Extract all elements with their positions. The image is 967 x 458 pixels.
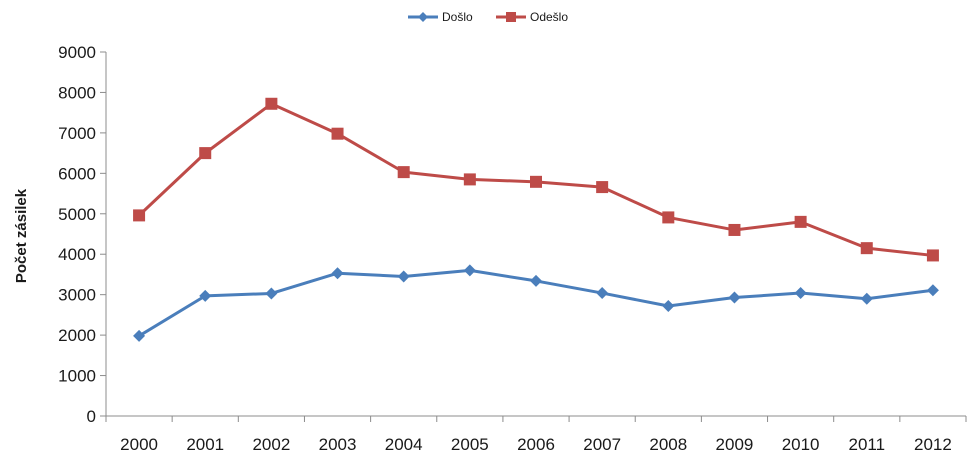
x-axis: 2000 2001 2002 2003 2004 2005 2006 2007 2008 2009… [105,415,967,454]
data-point [728,291,741,304]
data-point [728,223,741,236]
data-point [530,175,542,188]
x-tick-label: 2011 [848,435,885,454]
y-tick-label: 9000 [58,43,96,62]
data-point [860,292,873,305]
x-tick-label: 2006 [517,435,555,454]
x-tick-label: 2005 [451,435,489,454]
data-point [860,242,873,255]
data-point [331,267,344,280]
legend-label: Odešlo [530,10,568,24]
data-point [596,287,609,300]
x-tick-label: 2007 [583,435,621,454]
y-tick-label: 3000 [58,286,96,305]
data-point [397,166,410,179]
y-tick-label: 8000 [58,83,96,102]
x-tick-label: 2003 [319,435,357,454]
y-tick-label: 1000 [58,367,96,386]
x-tick-label: 2004 [385,435,423,454]
y-tick-label: 6000 [58,164,96,183]
data-point [463,264,476,277]
series-layer [133,97,939,342]
legend-item: Odešlo [496,10,568,24]
x-tick-label: 2008 [649,435,687,454]
legend: Došlo Odešlo [408,10,568,24]
y-axis: 0 1000 2000 3000 4000 5000 6000 7000 8000 9000 [58,43,107,426]
y-tick-label: 5000 [58,205,96,224]
x-tick-label: 2010 [782,435,820,454]
y-tick-label: 4000 [58,245,96,264]
data-point [397,270,410,283]
data-point [265,287,278,300]
data-point [926,249,939,262]
y-tick-label: 0 [87,407,96,426]
data-point [596,181,609,194]
data-point [926,284,939,297]
series-1 [133,97,939,262]
data-point [199,289,212,302]
legend-item: Došlo [408,10,473,24]
data-point [199,147,212,160]
x-tick-label: 2002 [252,435,290,454]
legend-marker [506,12,516,22]
x-tick-label: 2012 [914,435,952,454]
data-point [794,215,807,228]
y-tick-label: 7000 [58,124,96,143]
y-tick-label: 2000 [58,326,96,345]
x-tick-label: 2009 [716,435,754,454]
data-point [133,329,146,342]
y-axis-title: Počet zásilek [13,188,30,283]
data-point [133,209,146,222]
data-point [794,287,807,300]
data-point [463,173,476,186]
x-tick-label: 2001 [186,435,224,454]
data-point [530,274,542,287]
data-point [662,299,675,312]
data-point [265,97,278,110]
legend-label: Došlo [442,10,473,24]
data-point [331,127,344,140]
series-0 [133,264,939,342]
data-point [662,211,675,224]
legend-marker [418,12,428,22]
x-tick-label: 2000 [120,435,158,454]
